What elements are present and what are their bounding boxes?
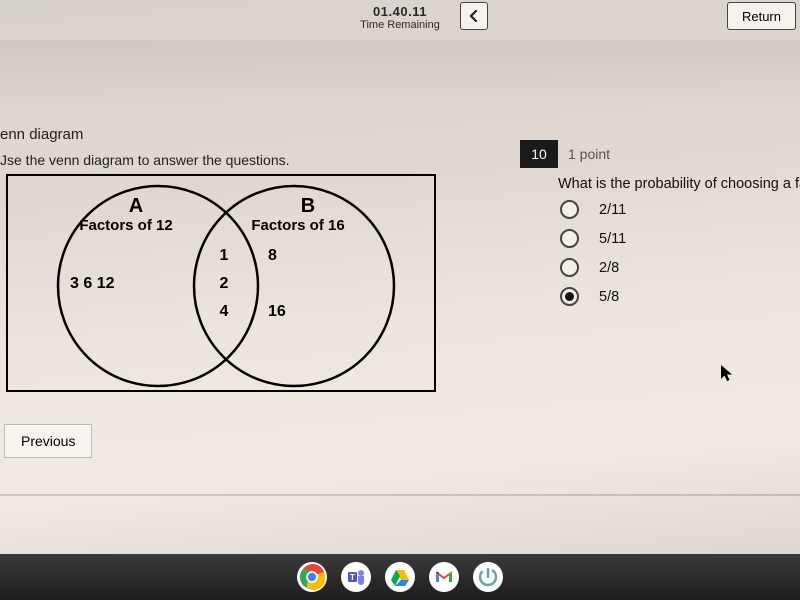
venn-diagram-container: A Factors of 12 B Factors of 16 3 6 12 1… [6, 174, 436, 392]
time-label: Time Remaining [360, 19, 440, 31]
previous-button[interactable]: Previous [4, 424, 92, 458]
taskbar: T [0, 554, 800, 600]
return-label: Return [742, 9, 781, 24]
time-remaining: 01.40.11 Time Remaining [360, 4, 440, 31]
svg-text:4: 4 [220, 303, 229, 320]
option-label: 5/11 [599, 231, 626, 247]
question-number: 10 [531, 146, 547, 162]
option-2[interactable]: 2/8 [560, 258, 626, 277]
section-title: enn diagram [0, 126, 83, 143]
svg-text:3 6 12: 3 6 12 [70, 275, 115, 292]
option-label: 5/8 [599, 289, 619, 305]
top-bar: 01.40.11 Time Remaining [0, 0, 800, 34]
radio-icon [560, 200, 579, 219]
instruction-text: Jse the venn diagram to answer the quest… [0, 152, 290, 168]
svg-text:Factors of 16: Factors of 16 [251, 217, 344, 234]
prev-arrow-button[interactable] [460, 2, 488, 30]
question-text: What is the probability of choosing a fa… [558, 176, 800, 192]
svg-text:8: 8 [268, 247, 277, 264]
power-icon[interactable] [473, 562, 503, 592]
question-points: 1 point [568, 146, 610, 162]
drive-icon[interactable] [385, 562, 415, 592]
divider-line [0, 494, 800, 496]
option-label: 2/11 [599, 202, 626, 218]
answer-options: 2/11 5/11 2/8 5/8 [560, 200, 626, 316]
radio-icon [560, 287, 579, 306]
radio-icon [560, 258, 579, 277]
venn-diagram-svg: A Factors of 12 B Factors of 16 3 6 12 1… [8, 176, 438, 394]
mouse-cursor-icon [720, 364, 736, 389]
svg-text:1: 1 [220, 247, 229, 264]
svg-text:16: 16 [268, 303, 286, 320]
option-label: 2/8 [599, 260, 619, 276]
screen-gradient [0, 40, 800, 104]
svg-text:Factors of 12: Factors of 12 [79, 217, 172, 234]
option-3[interactable]: 5/8 [560, 287, 626, 306]
radio-icon [560, 229, 579, 248]
gmail-icon[interactable] [429, 562, 459, 592]
svg-text:T: T [350, 573, 355, 582]
option-1[interactable]: 5/11 [560, 229, 626, 248]
svg-text:A: A [129, 195, 143, 217]
time-value: 01.40.11 [360, 4, 440, 19]
svg-text:B: B [301, 195, 315, 217]
question-number-badge: 10 [520, 140, 558, 168]
teams-icon[interactable]: T [341, 562, 371, 592]
svg-text:2: 2 [220, 275, 229, 292]
return-button[interactable]: Return [727, 2, 796, 30]
option-0[interactable]: 2/11 [560, 200, 626, 219]
previous-label: Previous [21, 433, 75, 449]
chevron-left-icon [467, 9, 481, 23]
chrome-icon[interactable] [297, 562, 327, 592]
